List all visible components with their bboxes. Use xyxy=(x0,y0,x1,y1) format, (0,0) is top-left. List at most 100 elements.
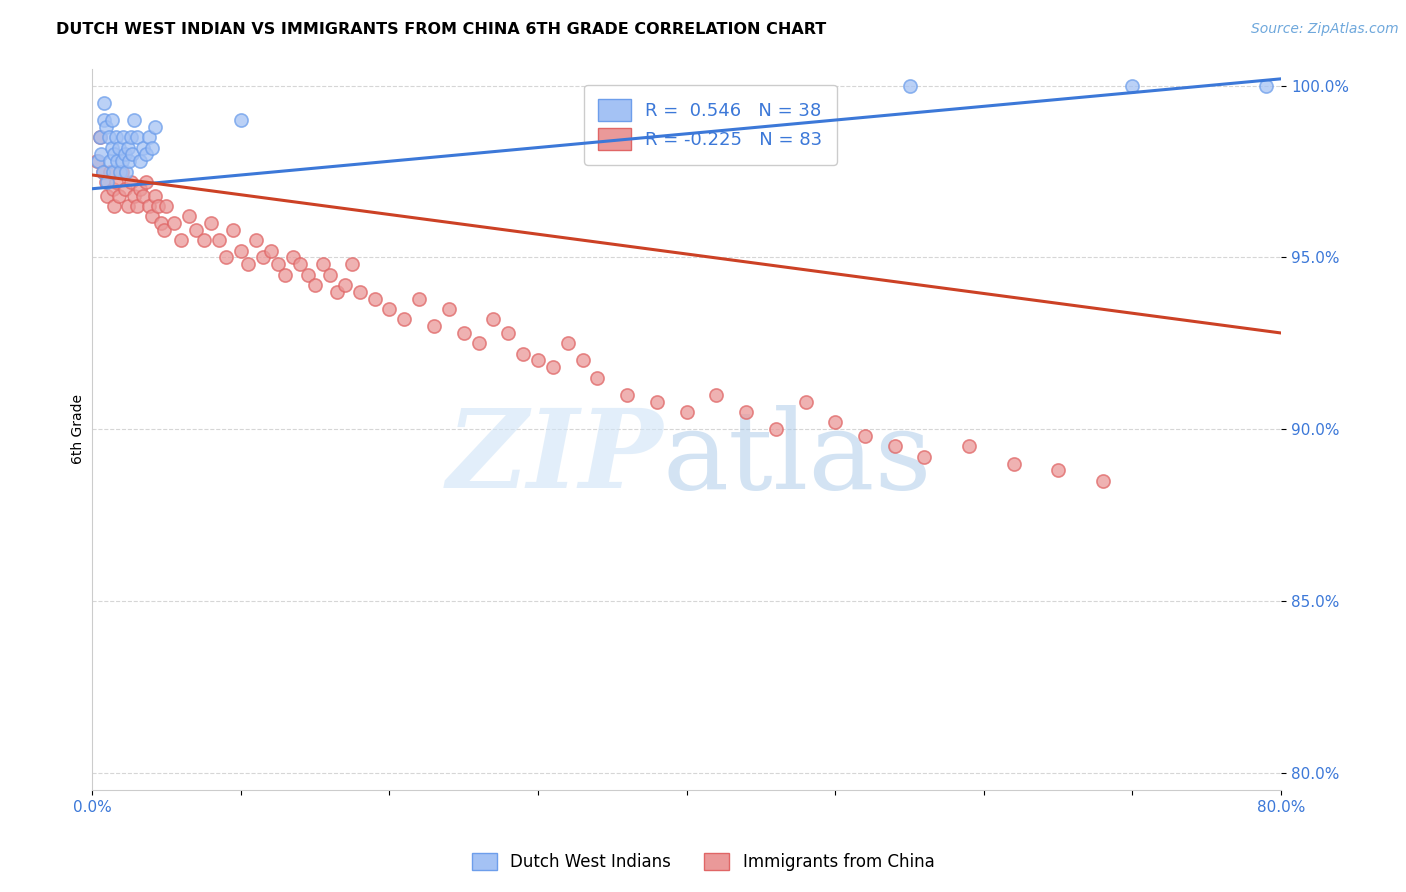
Point xyxy=(200,216,222,230)
Point xyxy=(125,199,148,213)
Point xyxy=(93,95,115,110)
Point xyxy=(118,154,141,169)
Point xyxy=(794,394,817,409)
Point xyxy=(143,120,166,134)
Point xyxy=(557,336,579,351)
Point xyxy=(311,257,333,271)
Point xyxy=(96,188,118,202)
Point xyxy=(93,113,115,128)
Point xyxy=(122,113,145,128)
Point xyxy=(1002,457,1025,471)
Point xyxy=(143,188,166,202)
Point xyxy=(1256,78,1278,93)
Point xyxy=(100,140,122,154)
Point xyxy=(104,175,127,189)
Point xyxy=(1091,474,1114,488)
Point xyxy=(675,405,697,419)
Point xyxy=(138,199,160,213)
Point xyxy=(149,216,172,230)
Point xyxy=(883,439,905,453)
Point xyxy=(91,164,114,178)
Point xyxy=(853,429,876,443)
Point xyxy=(467,336,489,351)
Point xyxy=(267,257,290,271)
Point xyxy=(408,292,430,306)
Point xyxy=(101,182,124,196)
Point xyxy=(87,154,110,169)
Point xyxy=(898,78,921,93)
Point xyxy=(108,140,131,154)
Point xyxy=(98,154,121,169)
Point xyxy=(155,199,177,213)
Point xyxy=(114,147,136,161)
Point xyxy=(297,268,319,282)
Point xyxy=(103,147,125,161)
Text: ZIP: ZIP xyxy=(446,404,662,512)
Point xyxy=(111,164,134,178)
Point xyxy=(333,277,356,292)
Point xyxy=(824,415,846,429)
Text: Source: ZipAtlas.com: Source: ZipAtlas.com xyxy=(1251,22,1399,37)
Point xyxy=(207,233,229,247)
Point xyxy=(281,251,304,265)
Point xyxy=(586,370,609,384)
Point xyxy=(107,154,129,169)
Point xyxy=(86,154,108,169)
Point xyxy=(125,130,148,145)
Point xyxy=(135,147,157,161)
Point xyxy=(132,140,155,154)
Point xyxy=(111,154,134,169)
Point xyxy=(177,209,200,223)
Point xyxy=(120,130,142,145)
Point xyxy=(89,130,111,145)
Point xyxy=(117,140,139,154)
Point xyxy=(120,175,142,189)
Point xyxy=(482,312,505,326)
Point xyxy=(163,216,186,230)
Point xyxy=(89,130,111,145)
Point xyxy=(90,147,112,161)
Point xyxy=(96,175,118,189)
Point xyxy=(108,188,131,202)
Point xyxy=(616,388,638,402)
Point xyxy=(141,209,163,223)
Text: DUTCH WEST INDIAN VS IMMIGRANTS FROM CHINA 6TH GRADE CORRELATION CHART: DUTCH WEST INDIAN VS IMMIGRANTS FROM CHI… xyxy=(56,22,827,37)
Point xyxy=(363,292,385,306)
Point xyxy=(238,257,260,271)
Point xyxy=(290,257,312,271)
Point xyxy=(349,285,371,299)
Point xyxy=(645,394,668,409)
Point xyxy=(222,223,245,237)
Point xyxy=(152,223,174,237)
Text: atlas: atlas xyxy=(662,405,932,511)
Point xyxy=(101,164,124,178)
Point xyxy=(229,244,252,258)
Point xyxy=(122,188,145,202)
Point xyxy=(304,277,326,292)
Point xyxy=(245,233,267,247)
Y-axis label: 6th Grade: 6th Grade xyxy=(72,394,86,464)
Point xyxy=(135,175,157,189)
Point xyxy=(91,164,114,178)
Point xyxy=(94,175,117,189)
Point xyxy=(437,301,460,316)
Point xyxy=(100,113,122,128)
Point xyxy=(117,199,139,213)
Point xyxy=(571,353,593,368)
Point xyxy=(541,360,564,375)
Point xyxy=(193,233,215,247)
Point xyxy=(453,326,475,340)
Point xyxy=(128,182,150,196)
Point xyxy=(132,188,155,202)
Point xyxy=(319,268,342,282)
Point xyxy=(765,422,787,436)
Point xyxy=(114,182,136,196)
Point xyxy=(259,244,281,258)
Point xyxy=(342,257,364,271)
Point xyxy=(512,346,534,360)
Legend: R =  0.546   N = 38, R = -0.225   N = 83: R = 0.546 N = 38, R = -0.225 N = 83 xyxy=(583,85,837,165)
Point xyxy=(121,147,143,161)
Point xyxy=(170,233,193,247)
Point xyxy=(112,130,135,145)
Point xyxy=(110,164,132,178)
